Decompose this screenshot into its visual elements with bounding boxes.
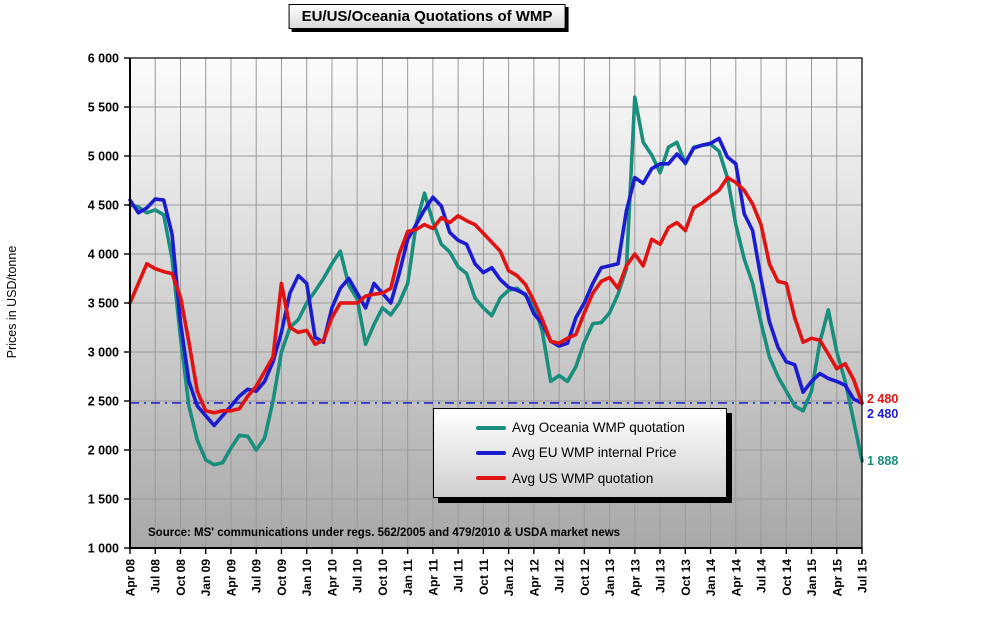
y-tick-labels: 6 000 5 500 5 000 4 500 4 000 3 500 3 000 2 500… — [88, 52, 119, 556]
legend-item-eu: Avg EU WMP internal Price — [476, 445, 726, 460]
legend-label-oceania: Avg Oceania WMP quotation — [512, 420, 685, 436]
oceania-line-swatch — [476, 425, 506, 430]
svg-text:Apr 15: Apr 15 — [830, 559, 844, 597]
svg-text:6 000: 6 000 — [88, 52, 119, 66]
x-tick-labels: Apr 08 Jul 08 Oct 08 Jan 09 Apr 09 Jul 09 Oct … — [124, 559, 870, 597]
eu-line-swatch — [476, 450, 506, 455]
end-value-oceania: 1 888 — [867, 454, 899, 468]
svg-text:1 500: 1 500 — [88, 493, 119, 507]
svg-text:1 000: 1 000 — [88, 542, 119, 556]
svg-text:Apr 08: Apr 08 — [124, 559, 138, 597]
svg-text:4 500: 4 500 — [88, 199, 119, 213]
legend-item-oceania: Avg Oceania WMP quotation — [476, 420, 726, 435]
series-line-2 — [128, 175, 864, 415]
y-axis-title: Prices in USD/tonne — [5, 245, 19, 359]
legend-item-us: Avg US WMP quotation — [476, 471, 726, 486]
end-value-us: 2 480 — [867, 392, 899, 406]
y-axis-ticks — [124, 57, 130, 549]
svg-text:Jan 13: Jan 13 — [603, 559, 617, 597]
svg-text:Jul 12: Jul 12 — [553, 559, 567, 593]
svg-text:Jul 15: Jul 15 — [856, 559, 870, 593]
svg-text:Oct 08: Oct 08 — [174, 559, 188, 596]
svg-text:5 500: 5 500 — [88, 101, 119, 115]
svg-text:Apr 10: Apr 10 — [325, 559, 339, 597]
svg-text:Jan 10: Jan 10 — [300, 559, 314, 597]
svg-text:2 500: 2 500 — [88, 395, 119, 409]
svg-text:Apr 12: Apr 12 — [527, 559, 541, 597]
svg-text:Oct 13: Oct 13 — [679, 559, 693, 596]
svg-text:Oct 11: Oct 11 — [477, 559, 491, 595]
svg-text:Jul 14: Jul 14 — [755, 559, 769, 593]
svg-text:4 000: 4 000 — [88, 248, 119, 262]
series-line-0 — [128, 95, 864, 467]
legend-label-eu: Avg EU WMP internal Price — [512, 445, 677, 461]
svg-text:3 500: 3 500 — [88, 297, 119, 311]
svg-text:Jul 10: Jul 10 — [351, 559, 365, 593]
svg-text:Jan 11: Jan 11 — [401, 559, 415, 596]
svg-text:Oct 12: Oct 12 — [578, 559, 592, 596]
svg-text:3 000: 3 000 — [88, 346, 119, 360]
svg-text:Apr 09: Apr 09 — [224, 559, 238, 597]
svg-text:Jul 13: Jul 13 — [654, 559, 668, 593]
end-value-eu: 2 480 — [867, 407, 899, 421]
legend-label-us: Avg US WMP quotation — [512, 470, 654, 486]
svg-text:Apr 11: Apr 11 — [426, 559, 440, 596]
svg-text:Oct 10: Oct 10 — [376, 559, 390, 596]
us-line-swatch — [476, 476, 506, 481]
legend: Avg Oceania WMP quotation Avg EU WMP int… — [433, 408, 727, 498]
svg-text:Oct 14: Oct 14 — [780, 559, 794, 596]
svg-text:Jul 11: Jul 11 — [452, 559, 466, 593]
svg-text:Apr 13: Apr 13 — [628, 559, 642, 597]
svg-text:2 000: 2 000 — [88, 444, 119, 458]
svg-text:Jul 09: Jul 09 — [250, 559, 264, 593]
chart-title: EU/US/Oceania Quotations of WMP — [288, 4, 566, 29]
source-note: Source: MS' communications under regs. 5… — [148, 527, 621, 539]
svg-text:Jan 09: Jan 09 — [199, 559, 213, 597]
svg-text:Oct 09: Oct 09 — [275, 559, 289, 596]
svg-text:Apr 14: Apr 14 — [729, 559, 743, 597]
svg-text:Jan 14: Jan 14 — [704, 559, 718, 597]
svg-text:Jan 15: Jan 15 — [805, 559, 819, 597]
svg-text:5 000: 5 000 — [88, 150, 119, 164]
svg-text:Jul 08: Jul 08 — [149, 559, 163, 593]
svg-text:Jan 12: Jan 12 — [502, 559, 516, 597]
x-axis-ticks — [129, 548, 863, 554]
